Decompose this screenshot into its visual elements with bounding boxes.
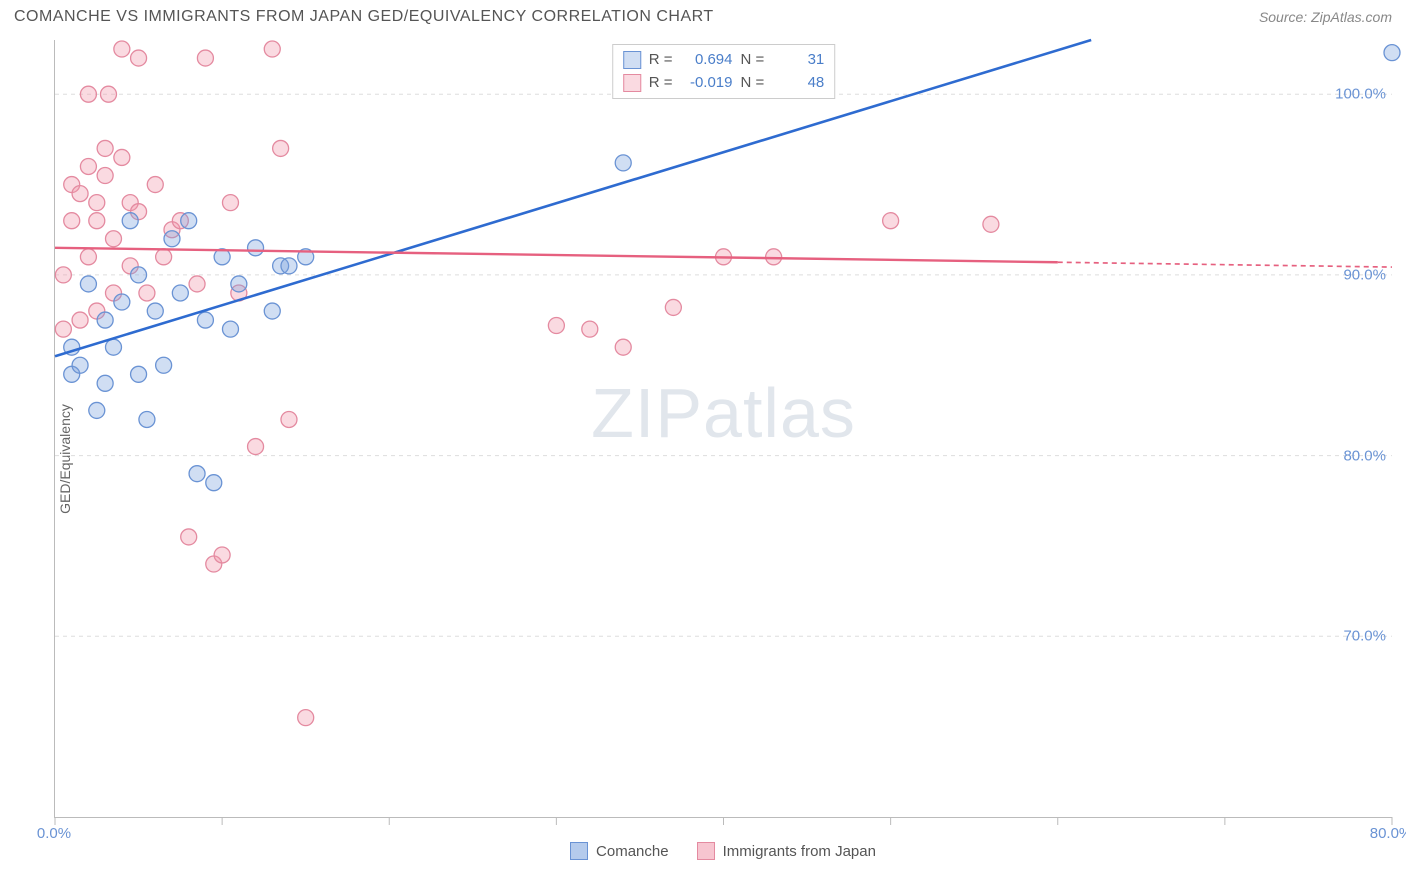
comanche-swatch bbox=[623, 51, 641, 69]
comanche-legend-swatch bbox=[570, 842, 588, 860]
n-label: N = bbox=[741, 49, 765, 72]
japan-n-value: 48 bbox=[772, 72, 824, 95]
n-label: N = bbox=[741, 72, 765, 95]
comanche-r-value: 0.694 bbox=[681, 49, 733, 72]
japan-swatch bbox=[623, 74, 641, 92]
japan-legend-label: Immigrants from Japan bbox=[723, 843, 876, 860]
y-tick-label: 80.0% bbox=[1343, 447, 1386, 464]
scatter-plot: ZIPatlas R = 0.694 N = 31 R = -0.019 N =… bbox=[54, 40, 1392, 818]
japan-legend-swatch bbox=[697, 842, 715, 860]
japan-r-value: -0.019 bbox=[681, 72, 733, 95]
source-label: Source: ZipAtlas.com bbox=[1259, 9, 1392, 25]
comanche-legend-label: Comanche bbox=[596, 843, 669, 860]
y-tick-label: 70.0% bbox=[1343, 628, 1386, 645]
y-tick-label: 90.0% bbox=[1343, 266, 1386, 283]
y-tick-label: 100.0% bbox=[1335, 86, 1386, 103]
x-tick-label: 80.0% bbox=[1370, 825, 1406, 842]
series-legend: Comanche Immigrants from Japan bbox=[54, 842, 1392, 860]
x-tick-label: 0.0% bbox=[37, 825, 71, 842]
r-label: R = bbox=[649, 72, 673, 95]
r-label: R = bbox=[649, 49, 673, 72]
chart-title: COMANCHE VS IMMIGRANTS FROM JAPAN GED/EQ… bbox=[14, 8, 714, 26]
correlation-legend: R = 0.694 N = 31 R = -0.019 N = 48 bbox=[612, 44, 836, 99]
comanche-n-value: 31 bbox=[772, 49, 824, 72]
